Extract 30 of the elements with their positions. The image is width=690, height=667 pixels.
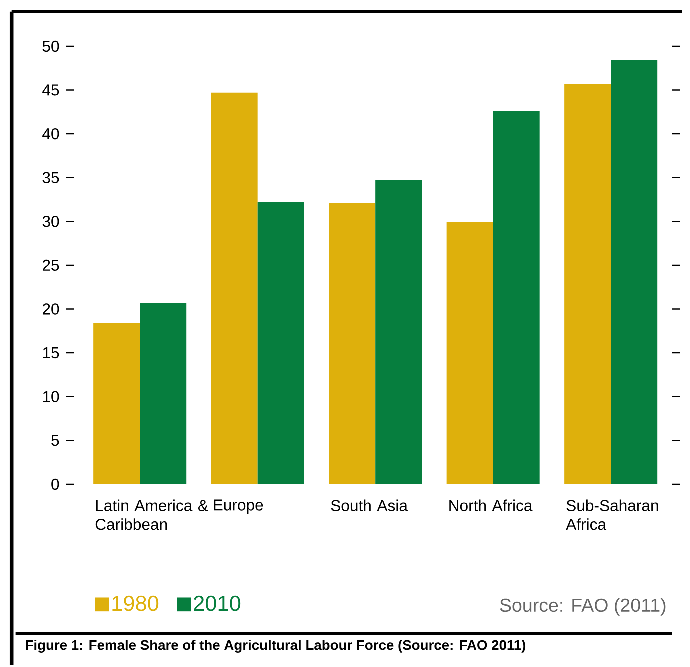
bar [329,203,376,484]
y-tick-label: 30 [42,216,60,228]
y-tick-label: 45 [42,84,60,96]
y-tick-label: 15 [43,347,60,358]
source-note: Source: FAO (2011) [500,598,666,616]
bar [211,92,258,484]
y-tick-label: 20 [42,303,60,315]
y-tick-label: 40 [42,128,60,140]
x-tick-label: Europe [214,500,264,514]
y-tick-label: 50 [42,40,60,52]
bar [446,222,494,484]
legend-label: 1980 [112,596,159,612]
bar [376,180,422,484]
bar [564,84,612,484]
x-tick-label: Latin America & Caribbean [96,500,208,530]
legend-label: 2010 [194,596,241,612]
y-tick-label: 10 [43,391,60,402]
y-tick-label: 35 [42,172,60,184]
text: Figure 1: Female Share of the Agricultural Labour Force (Source: FAO 2011) [26,640,526,653]
x-tick-label: South Asia [331,500,408,512]
bar [611,60,658,484]
y-tick-label: 5 [52,434,60,446]
x-tick-label: Sub-Saharan Africa [566,500,658,530]
bar [258,202,304,484]
x-tick-label: North Africa [450,500,533,512]
y-tick-label: 25 [42,260,60,271]
bar [493,111,540,484]
y-tick-label: 0 [52,478,60,490]
bar [94,323,140,484]
bar [140,302,187,484]
